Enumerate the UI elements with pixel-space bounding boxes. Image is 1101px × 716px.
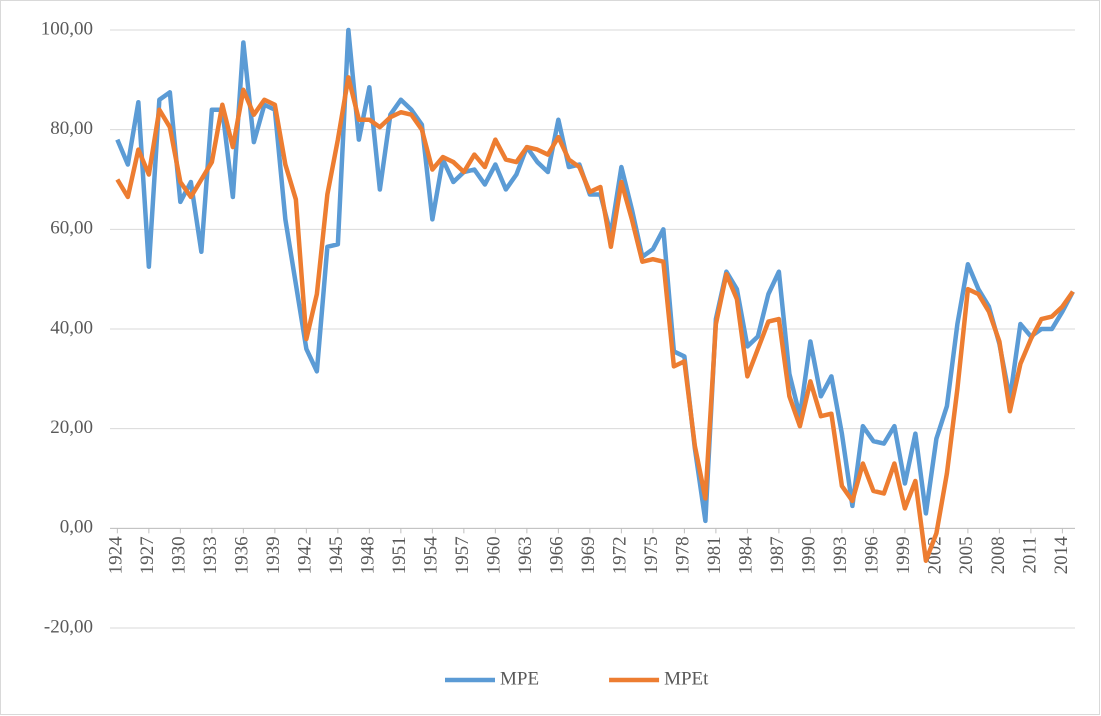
x-tick-label: 1981 <box>704 536 725 574</box>
x-tick-label: 1942 <box>295 536 316 574</box>
x-tick-label: 1957 <box>452 536 473 574</box>
y-tick-label: -20,00 <box>44 616 93 637</box>
x-tick-label: 1939 <box>263 536 284 574</box>
y-tick-label: 20,00 <box>50 417 93 438</box>
x-tick-label: 2008 <box>988 536 1009 574</box>
x-tick-label: 1960 <box>484 536 505 574</box>
x-tick-label: 1987 <box>767 536 788 574</box>
x-tick-label: 1999 <box>893 536 914 574</box>
x-tick-label: 1927 <box>137 536 158 574</box>
x-tick-label: 1978 <box>673 536 694 574</box>
x-tick-label: 1924 <box>106 536 127 575</box>
x-tick-label: 1930 <box>169 536 190 574</box>
x-tick-label: 2005 <box>956 536 977 574</box>
x-tick-label: 1990 <box>799 536 820 574</box>
series-line <box>115 75 1075 563</box>
x-tick-label: 1975 <box>641 536 662 574</box>
x-tick-label: 1996 <box>862 536 883 574</box>
x-tick-label: 1972 <box>610 536 631 574</box>
x-tick-label: 1969 <box>578 536 599 574</box>
x-tick-label: 1948 <box>358 536 379 574</box>
y-tick-label: 0,00 <box>60 517 93 538</box>
x-tick-label: 1984 <box>736 536 757 575</box>
x-tick-label: 1951 <box>389 536 410 574</box>
x-tick-label: 1954 <box>421 536 442 575</box>
y-tick-label: 80,00 <box>50 118 93 139</box>
x-tick-label: 1993 <box>830 536 851 574</box>
x-tick-label: 2014 <box>1051 536 1072 575</box>
legend-label: MPE <box>500 668 539 689</box>
x-tick-label: 1963 <box>515 536 536 574</box>
x-tick-label: 2011 <box>1019 536 1040 573</box>
y-tick-label: 60,00 <box>50 218 93 239</box>
x-tick-label: 1966 <box>547 536 568 574</box>
y-tick-label: 100,00 <box>41 18 93 39</box>
x-tick-label: 1933 <box>200 536 221 574</box>
series-line <box>115 27 1075 524</box>
y-tick-label: 40,00 <box>50 317 93 338</box>
x-tick-label: 1936 <box>232 536 253 574</box>
x-tick-label: 1945 <box>326 536 347 574</box>
legend-label: MPEt <box>664 668 709 689</box>
